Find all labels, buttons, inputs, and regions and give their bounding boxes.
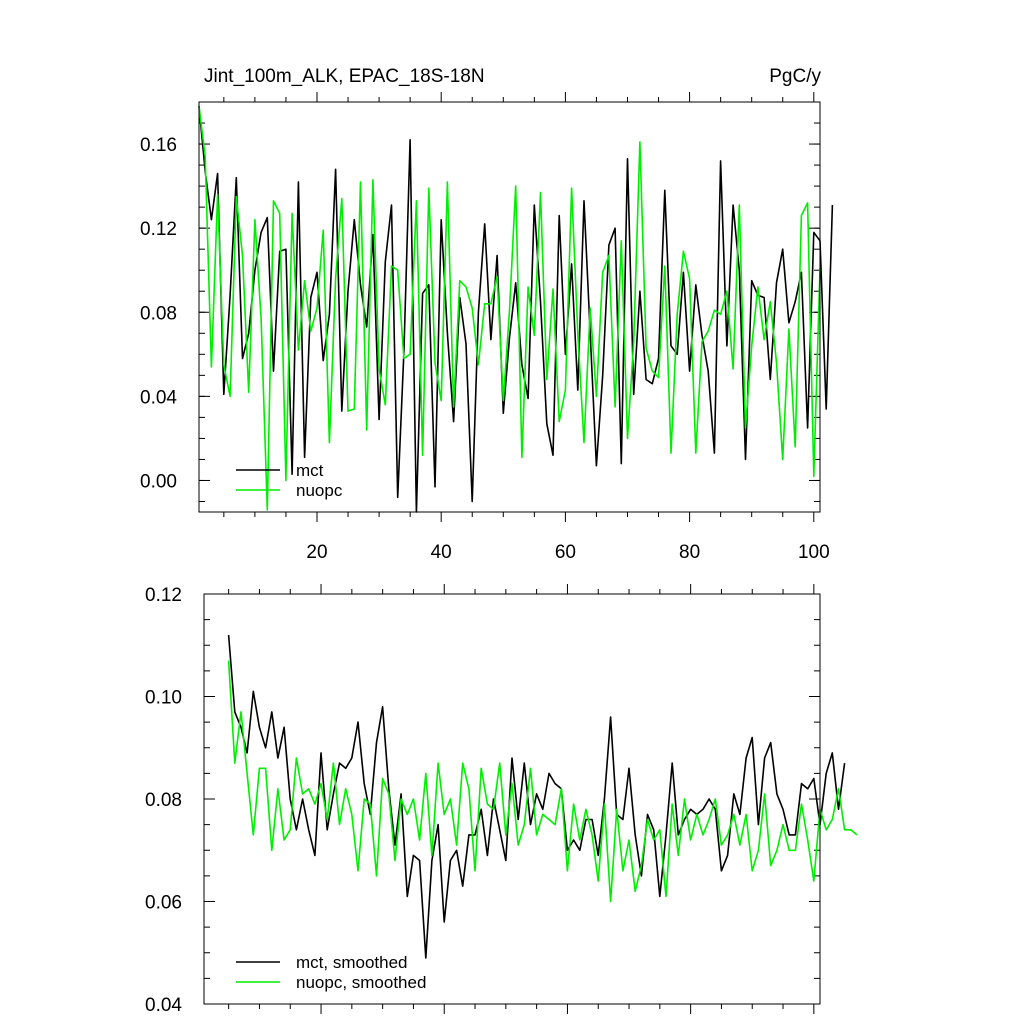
y-tick-label: 0.04 — [145, 995, 182, 1016]
legend-label: mct — [296, 461, 324, 480]
legend-label: nuopc — [296, 481, 343, 500]
chart-title: Jint_100m_ALK, EPAC_18S-18N — [204, 66, 485, 87]
series-line-nuopc-smoothed — [227, 660, 858, 903]
x-tick-label: 20 — [306, 542, 327, 563]
series-line-nuopc — [198, 106, 821, 511]
legend-label: mct, smoothed — [296, 953, 408, 972]
y-tick-label: 0.12 — [145, 585, 182, 606]
x-tick-label: 60 — [555, 542, 576, 563]
chart-units: PgC/y — [769, 66, 821, 87]
series-lines — [227, 634, 858, 959]
plot-frame — [198, 101, 821, 513]
y-tick-label: 0.00 — [140, 471, 177, 492]
y-tick-label: 0.08 — [145, 790, 182, 811]
x-tick-label: 100 — [798, 542, 830, 563]
series-line-mct — [198, 106, 834, 513]
y-tick-label: 0.04 — [140, 387, 177, 408]
chart-panel-raw: Jint_100m_ALK, EPAC_18S-18N PgC/y 0.000.… — [140, 66, 834, 563]
y-tick-label: 0.16 — [140, 135, 177, 156]
y-tick-label: 0.06 — [145, 893, 182, 914]
legend-label: nuopc, smoothed — [296, 973, 426, 992]
y-tick-label: 0.08 — [140, 303, 177, 324]
x-tick-label: 80 — [679, 542, 700, 563]
chart-panel-smoothed: 0.04 0.06 0.08 0.10 0.12 mct, smoothednuopc,… — [145, 584, 858, 1016]
y-tick-label: 0.10 — [145, 688, 182, 709]
series-lines — [198, 106, 834, 513]
x-tick-label: 40 — [431, 542, 452, 563]
series-line-mct-smoothed — [227, 634, 846, 959]
axes-ticks: 0.04 0.06 0.08 0.10 0.12 — [145, 584, 820, 1016]
axes-ticks: 0.00 0.04 0.08 0.12 0.16 20 40 60 80 100 — [140, 92, 830, 563]
plot-frame — [203, 593, 821, 1005]
y-tick-label: 0.12 — [140, 219, 177, 240]
